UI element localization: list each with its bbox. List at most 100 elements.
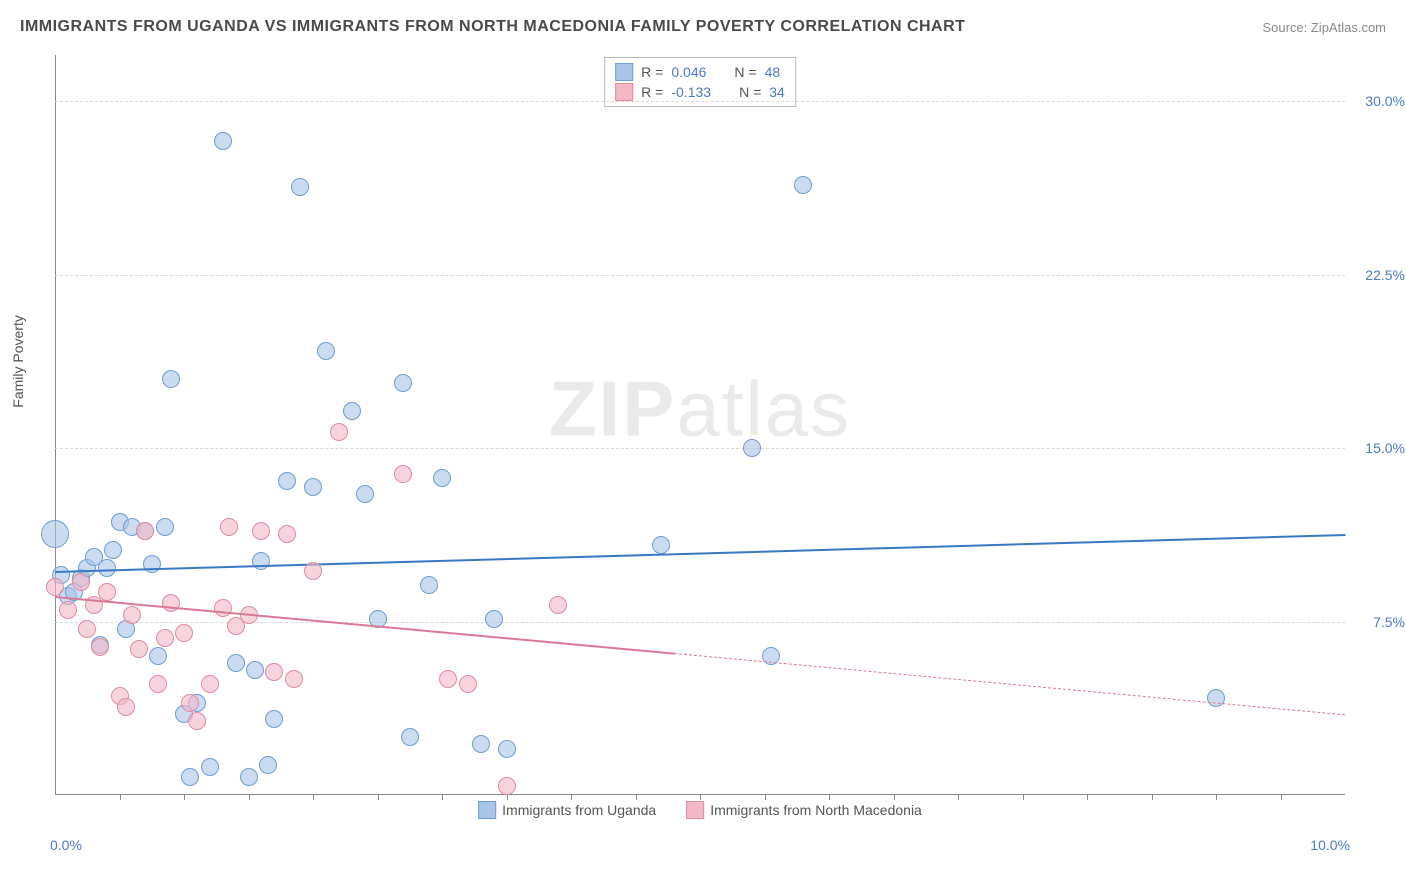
- scatter-point: [439, 670, 457, 688]
- legend-stats-row: R = 0.046 N = 48: [615, 62, 785, 82]
- legend-series-label: Immigrants from Uganda: [502, 802, 656, 818]
- scatter-point: [317, 342, 335, 360]
- scatter-point: [214, 132, 232, 150]
- source-label: Source: ZipAtlas.com: [1262, 20, 1386, 35]
- legend-n-value: 48: [765, 64, 781, 80]
- legend-swatch: [615, 63, 633, 81]
- watermark: ZIPatlas: [549, 364, 851, 455]
- legend-r-value: 0.046: [671, 64, 706, 80]
- scatter-point: [220, 518, 238, 536]
- scatter-point: [156, 518, 174, 536]
- scatter-point: [156, 629, 174, 647]
- x-tick-mark: [1023, 795, 1024, 800]
- x-tick-mark: [829, 795, 830, 800]
- y-tick-label: 15.0%: [1350, 440, 1405, 456]
- trend-line: [55, 534, 1345, 573]
- legend-r-label: R =: [641, 84, 663, 100]
- scatter-point: [394, 374, 412, 392]
- x-tick-label: 0.0%: [50, 837, 82, 853]
- scatter-point: [91, 638, 109, 656]
- scatter-point: [149, 675, 167, 693]
- scatter-point: [181, 694, 199, 712]
- scatter-point: [285, 670, 303, 688]
- chart-title: IMMIGRANTS FROM UGANDA VS IMMIGRANTS FRO…: [20, 18, 965, 36]
- trend-line-dashed: [674, 653, 1345, 715]
- x-tick-mark: [1087, 795, 1088, 800]
- watermark-light: atlas: [676, 365, 851, 453]
- scatter-point: [265, 710, 283, 728]
- scatter-point: [794, 176, 812, 194]
- scatter-point: [201, 675, 219, 693]
- x-tick-mark: [894, 795, 895, 800]
- legend-stats: R = 0.046 N = 48 R = -0.133N = 34: [604, 57, 796, 107]
- scatter-point: [498, 777, 516, 795]
- x-tick-mark: [507, 795, 508, 800]
- x-tick-mark: [184, 795, 185, 800]
- x-tick-mark: [249, 795, 250, 800]
- scatter-point: [72, 573, 90, 591]
- scatter-point: [304, 478, 322, 496]
- scatter-point: [98, 583, 116, 601]
- legend-n-label: N =: [739, 84, 761, 100]
- scatter-point: [201, 758, 219, 776]
- scatter-point: [343, 402, 361, 420]
- scatter-point: [291, 178, 309, 196]
- x-tick-mark: [313, 795, 314, 800]
- scatter-point: [104, 541, 122, 559]
- scatter-point: [652, 536, 670, 554]
- scatter-point: [149, 647, 167, 665]
- scatter-point: [394, 465, 412, 483]
- legend-n-value: 34: [769, 84, 785, 100]
- x-tick-label: 10.0%: [1310, 837, 1350, 853]
- x-tick-mark: [1152, 795, 1153, 800]
- scatter-point: [252, 522, 270, 540]
- scatter-point: [485, 610, 503, 628]
- x-tick-mark: [958, 795, 959, 800]
- scatter-point: [130, 640, 148, 658]
- watermark-bold: ZIP: [549, 365, 676, 453]
- legend-series: Immigrants from Uganda Immigrants from No…: [478, 801, 922, 819]
- x-tick-mark: [1216, 795, 1217, 800]
- scatter-point: [175, 624, 193, 642]
- y-tick-label: 7.5%: [1350, 614, 1405, 630]
- x-tick-mark: [700, 795, 701, 800]
- scatter-point: [240, 768, 258, 786]
- scatter-point: [259, 756, 277, 774]
- x-tick-mark: [636, 795, 637, 800]
- scatter-point: [181, 768, 199, 786]
- gridline-h: [55, 448, 1345, 449]
- legend-series-label: Immigrants from North Macedonia: [710, 802, 922, 818]
- x-tick-mark: [1281, 795, 1282, 800]
- legend-stats-row: R = -0.133N = 34: [615, 82, 785, 102]
- scatter-point: [246, 661, 264, 679]
- legend-n-label: N =: [734, 64, 756, 80]
- scatter-point: [41, 520, 69, 548]
- legend-r-label: R =: [641, 64, 663, 80]
- scatter-point: [356, 485, 374, 503]
- scatter-point: [162, 594, 180, 612]
- scatter-point: [136, 522, 154, 540]
- legend-series-item: Immigrants from Uganda: [478, 801, 656, 819]
- gridline-h: [55, 275, 1345, 276]
- scatter-point: [278, 472, 296, 490]
- x-tick-mark: [571, 795, 572, 800]
- scatter-point: [459, 675, 477, 693]
- scatter-point: [162, 370, 180, 388]
- scatter-point: [472, 735, 490, 753]
- scatter-point: [304, 562, 322, 580]
- scatter-point: [433, 469, 451, 487]
- x-tick-mark: [765, 795, 766, 800]
- scatter-point: [188, 712, 206, 730]
- scatter-point: [227, 654, 245, 672]
- y-tick-label: 22.5%: [1350, 267, 1405, 283]
- scatter-point: [252, 552, 270, 570]
- scatter-point: [59, 601, 77, 619]
- x-tick-mark: [378, 795, 379, 800]
- x-tick-mark: [442, 795, 443, 800]
- plot-area: ZIPatlas R = 0.046 N = 48 R = -0.133N = 34…: [55, 55, 1345, 825]
- scatter-point: [401, 728, 419, 746]
- legend-swatch: [478, 801, 496, 819]
- scatter-point: [117, 698, 135, 716]
- scatter-point: [743, 439, 761, 457]
- x-tick-mark: [120, 795, 121, 800]
